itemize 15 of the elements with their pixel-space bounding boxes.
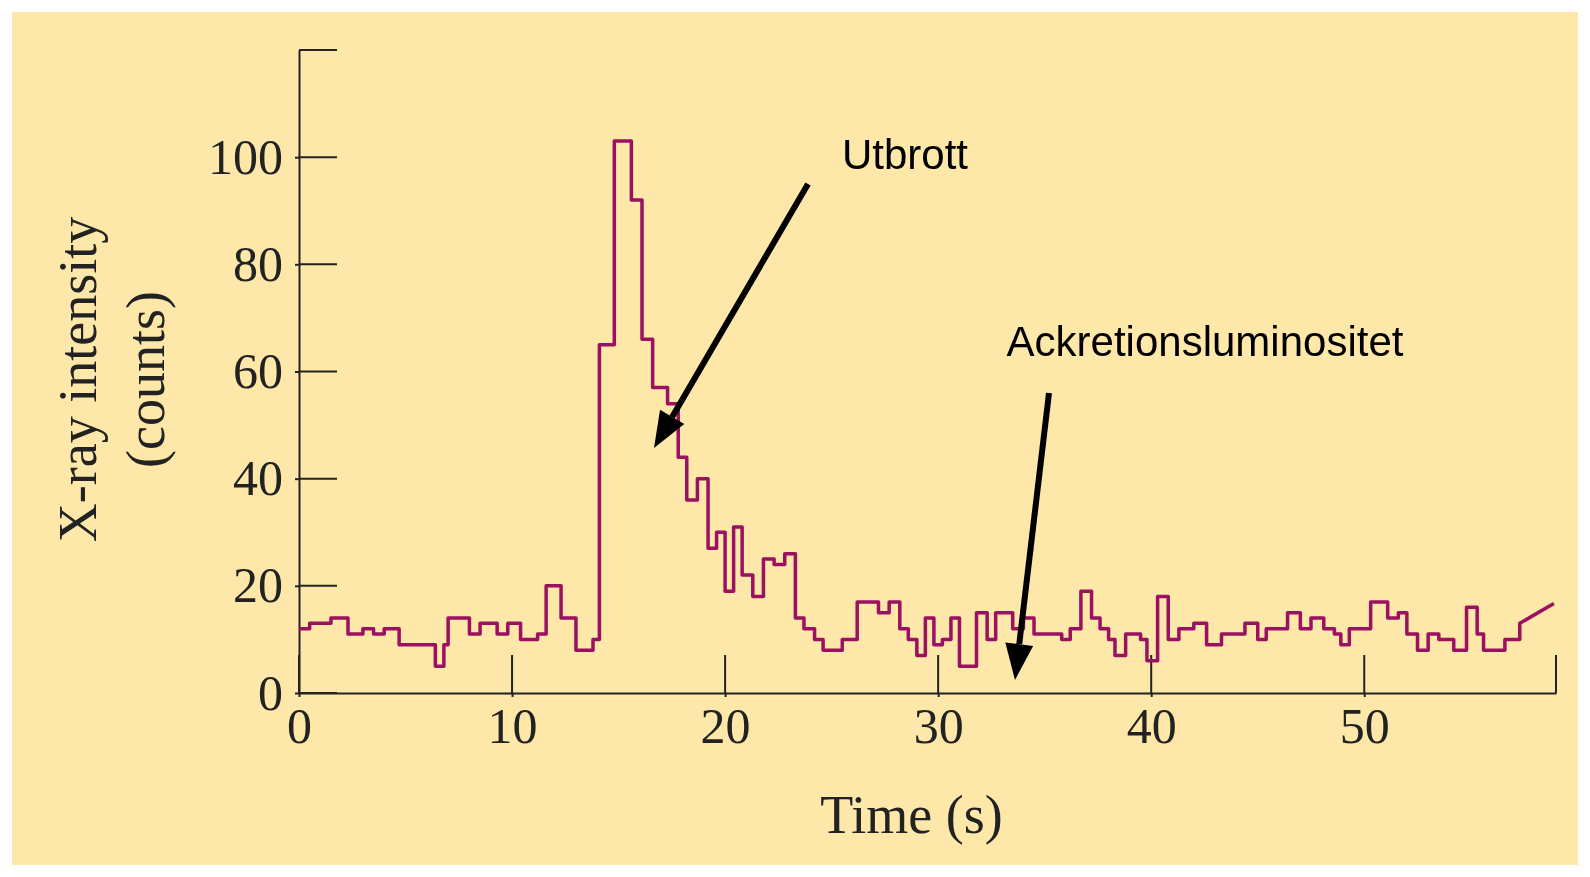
- x-tick-label: 10: [487, 697, 538, 754]
- x-tick-label: 20: [700, 697, 751, 754]
- y-tick-label: 60: [233, 343, 283, 399]
- x-tick-label: 30: [913, 697, 964, 754]
- x-tick-label: 40: [1126, 697, 1177, 754]
- y-tick-label: 80: [233, 235, 283, 292]
- annotation: Utbrott: [841, 130, 969, 178]
- y-tick-label: 20: [233, 557, 283, 614]
- line-series: [297, 139, 1556, 668]
- annotation: Ackretionsluminositet: [1006, 317, 1404, 365]
- x-tick-label: 50: [1339, 697, 1390, 754]
- y-tick-label: 40: [233, 450, 283, 507]
- y-tick-label: 100: [208, 128, 283, 185]
- x-axis-title: Time (s): [820, 785, 1003, 845]
- y-axis-title: X-ray intensity (counts): [48, 216, 176, 543]
